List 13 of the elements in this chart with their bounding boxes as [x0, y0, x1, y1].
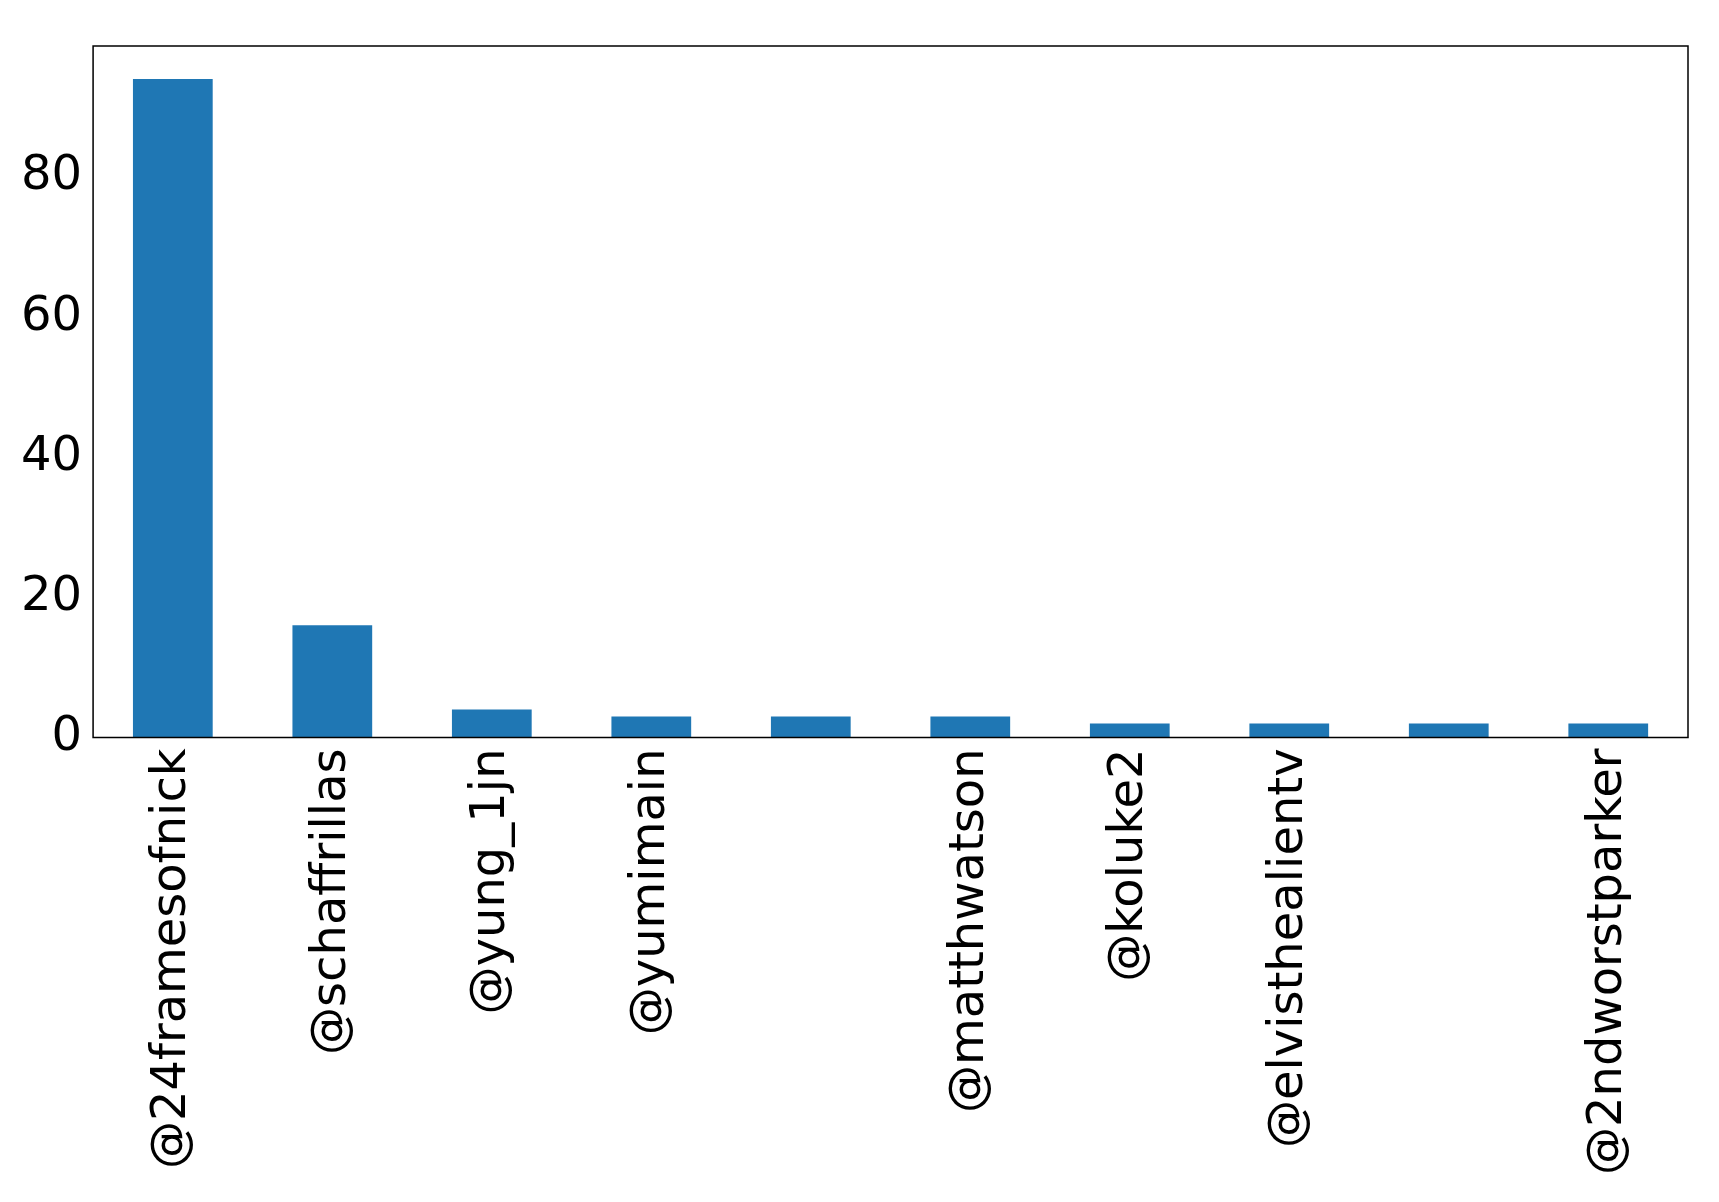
x-tick-label: @2ndworstparker	[1575, 748, 1632, 1176]
y-tick-label: 80	[21, 144, 83, 201]
x-tick-label: @schaffrillas	[299, 748, 356, 1055]
y-tick-label: 20	[21, 564, 83, 621]
y-tick-label: 60	[21, 284, 83, 341]
x-tick-label: @elvisthealientv	[1256, 748, 1313, 1149]
x-tick-label: @matthwatson	[937, 748, 994, 1113]
x-tick-label: @koluke2	[1097, 748, 1154, 982]
x-tick-label: @yung_1jn	[459, 748, 516, 1015]
y-tick-label: 0	[51, 704, 83, 761]
y-tick-label: 40	[21, 424, 83, 481]
x-tick-label: @24framesofnick	[140, 748, 197, 1170]
x-tick-label: @yumimain	[618, 748, 675, 1036]
